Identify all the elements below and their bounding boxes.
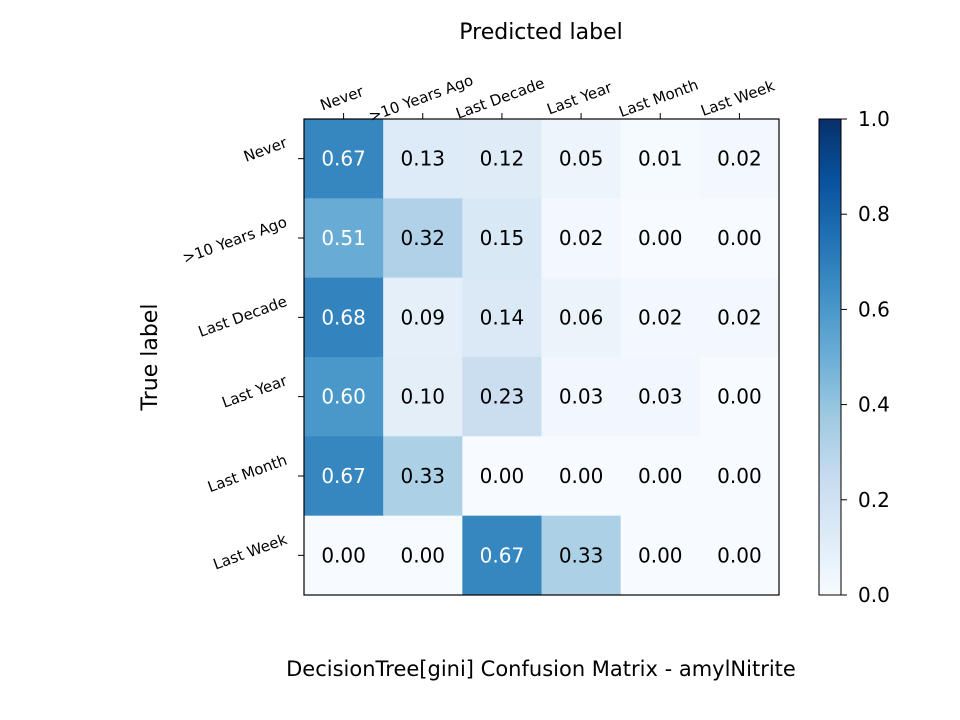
heatmap-cell [620, 515, 701, 596]
heatmap-cell [383, 515, 463, 596]
y-tick-label: Last Week [211, 530, 290, 573]
cell-value-label: 0.00 [559, 464, 604, 488]
cell-value-label: 0.51 [321, 226, 366, 250]
heatmap-cell [620, 357, 701, 437]
cell-value-labels: 0.67 0.13 0.12 0.05 0.01 0.02 0.51 0.32 0.15 0.02… [321, 147, 761, 568]
heatmap-cell [699, 198, 780, 279]
colorbar-tick-label: 0.0 [858, 583, 890, 607]
cell-value-label: 0.68 [321, 305, 366, 329]
cell-value-label: 0.00 [638, 226, 683, 250]
heatmap-cell [462, 436, 542, 517]
cell-value-label: 0.10 [400, 385, 445, 409]
cell-value-label: 0.14 [480, 305, 525, 329]
cell-value-label: 0.02 [717, 147, 762, 171]
plot-frame [303, 118, 780, 596]
y-tick-label: Last Month [205, 451, 289, 496]
heatmap-cell [304, 198, 384, 279]
heatmap-cell [383, 357, 463, 437]
heatmap-cell [383, 198, 463, 279]
colorbar-tick-label: 0.8 [858, 202, 890, 226]
heatmap-cell [699, 515, 780, 596]
heatmap-cell [620, 436, 701, 517]
colorbar-tick-label: 0.2 [858, 488, 890, 512]
cell-value-label: 0.67 [321, 464, 366, 488]
cell-value-label: 0.00 [400, 543, 445, 567]
heatmap-cell [462, 515, 542, 596]
y-tick-label: Never [241, 133, 290, 165]
heatmap-cell [383, 436, 463, 517]
heatmap-cell [620, 119, 701, 199]
heatmap-cell [383, 277, 463, 358]
cell-value-label: 0.03 [559, 385, 604, 409]
heatmap-cell [541, 357, 622, 437]
colorbar [818, 118, 842, 596]
heatmap-cell [699, 277, 780, 358]
heatmap-cell [541, 119, 622, 199]
heatmap-cell [541, 436, 622, 517]
heatmap-cell [541, 198, 622, 279]
cell-value-label: 0.06 [559, 305, 604, 329]
cell-value-label: 0.00 [717, 543, 762, 567]
heatmap-cell [304, 436, 384, 517]
heatmap-cell [462, 277, 542, 358]
cell-value-label: 0.00 [638, 543, 683, 567]
heatmap-cell [462, 198, 542, 279]
heatmap-cell [541, 277, 622, 358]
heatmap-cell [304, 357, 384, 437]
x-tick-label: Last Year [544, 78, 615, 118]
heatmap-cell [304, 277, 384, 358]
x-axis-title: Predicted label [459, 20, 622, 45]
colorbar-tick-label: 0.4 [858, 393, 890, 417]
x-tick-label: Never [318, 82, 367, 114]
heatmap-cell [699, 119, 780, 199]
cell-value-label: 0.00 [638, 464, 683, 488]
y-axis-title: True label [138, 304, 163, 412]
heatmap-cell [699, 357, 780, 437]
y-tick-label: >10 Years Ago [180, 213, 289, 267]
cell-value-label: 0.12 [480, 147, 525, 171]
colorbar-tick-label: 1.0 [858, 107, 890, 131]
cell-value-label: 0.00 [717, 464, 762, 488]
cell-value-label: 0.02 [717, 305, 762, 329]
cell-value-label: 0.00 [321, 543, 366, 567]
cell-value-label: 0.01 [638, 147, 683, 171]
cell-value-label: 0.00 [717, 226, 762, 250]
y-axis-ticks: Never >10 Years Ago Last Decade Last Year La… [180, 133, 304, 573]
heatmap-cell [620, 198, 701, 279]
cell-value-label: 0.67 [321, 147, 366, 171]
cell-value-label: 0.09 [400, 305, 445, 329]
cell-value-label: 0.13 [400, 147, 445, 171]
chart-title: DecisionTree[gini] Confusion Matrix - am… [286, 657, 796, 681]
cell-value-label: 0.32 [400, 226, 445, 250]
cell-value-label: 0.02 [638, 305, 683, 329]
cell-value-label: 0.67 [480, 543, 525, 567]
heatmap-cell [462, 119, 542, 199]
cell-value-label: 0.33 [400, 464, 445, 488]
y-tick-label: Last Year [220, 371, 291, 411]
cell-value-label: 0.02 [559, 226, 604, 250]
x-tick-label: Last Month [616, 76, 700, 121]
heatmap-cell [383, 119, 463, 199]
heatmap-cells [304, 119, 780, 596]
y-tick-label: Last Decade [196, 292, 290, 341]
heatmap-cell [620, 277, 701, 358]
cell-value-label: 0.23 [480, 385, 525, 409]
cell-value-label: 0.00 [480, 464, 525, 488]
cell-value-label: 0.33 [559, 543, 604, 567]
heatmap-cell [304, 119, 384, 199]
cell-value-label: 0.15 [480, 226, 525, 250]
x-tick-label: Last Week [698, 77, 777, 120]
cell-value-label: 0.60 [321, 385, 366, 409]
cell-value-label: 0.05 [559, 147, 604, 171]
heatmap-cell [541, 515, 622, 596]
colorbar-ticks: 0.0 0.2 0.4 0.6 0.8 1.0 [841, 107, 890, 607]
heatmap-cell [462, 357, 542, 437]
heatmap-cell [699, 436, 780, 517]
heatmap-cell [304, 515, 384, 596]
cell-value-label: 0.00 [717, 385, 762, 409]
cell-value-label: 0.03 [638, 385, 683, 409]
colorbar-tick-label: 0.6 [858, 297, 890, 321]
